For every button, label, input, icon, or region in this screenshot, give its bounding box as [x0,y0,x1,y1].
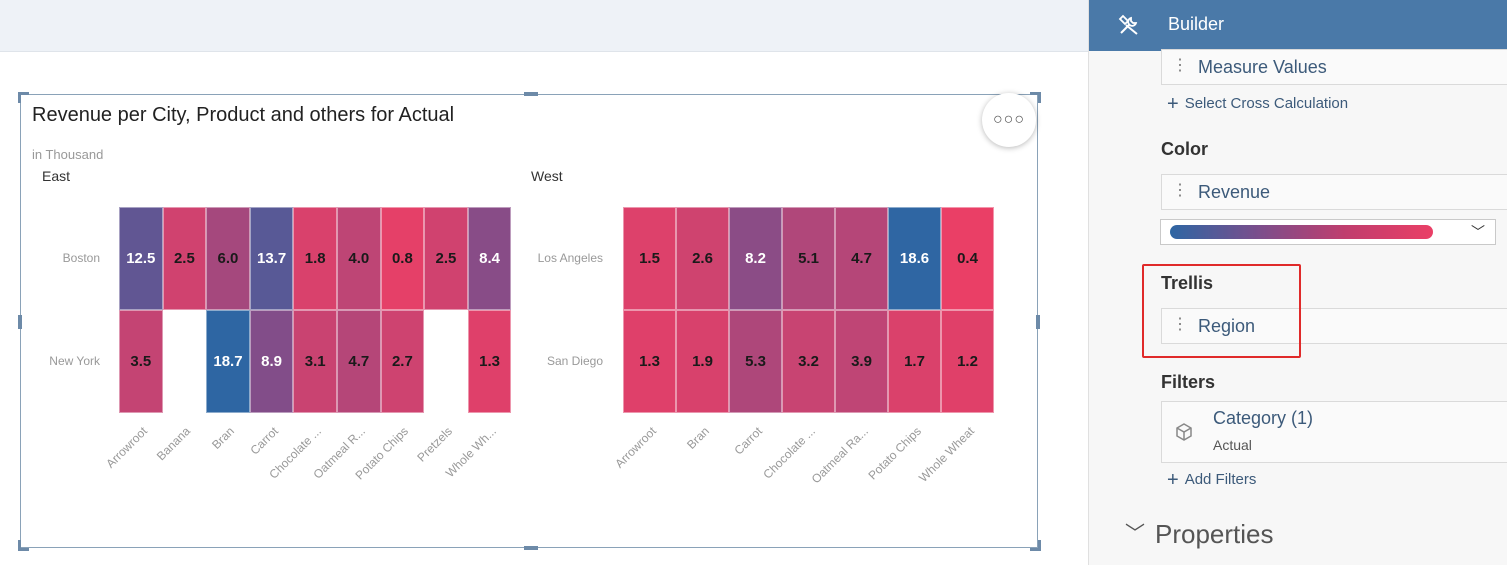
filters-section-title: Filters [1161,372,1216,392]
resize-handle-right[interactable] [1036,315,1040,329]
trellis-section-title: Trellis [1161,273,1214,293]
city-axis-label: Los Angeles [537,250,603,265]
heatmap-cell[interactable]: 5.3 [729,310,782,413]
heatmap-cell[interactable]: 12.5 [119,207,163,310]
heatmap-cell[interactable]: 2.6 [676,207,729,310]
dimension-cube-icon [1176,423,1192,441]
color-section-title: Color [1161,139,1208,159]
heatmap-cell[interactable]: 2.7 [380,310,425,413]
category-filter-token[interactable]: Category (1) Actual [1161,401,1507,463]
heatmap-cell[interactable]: 1.5 [623,207,676,310]
resize-handle-bottom[interactable] [524,546,538,550]
resize-handle-left[interactable] [18,315,22,329]
link-label: Select Cross Calculation [1184,95,1349,112]
resize-handle-bottom-left[interactable] [18,540,29,551]
drag-handle-icon[interactable]: ⋮ [1172,316,1188,333]
heatmap-cell[interactable]: 1.3 [467,310,512,413]
heatmap-cell[interactable]: 4.0 [337,207,381,310]
heatmap-cell[interactable]: 4.7 [337,310,381,413]
token-label: Measure Values [1198,57,1327,77]
add-filters-link[interactable]: + Add Filters [1167,469,1256,492]
chart-title: Revenue per City, Product and others for… [32,104,455,126]
properties-section-toggle[interactable]: ﹀ Properties [1125,517,1274,550]
resize-handle-top[interactable] [524,92,538,96]
heatmap-cell[interactable]: 18.7 [206,310,250,413]
resize-handle-top-right[interactable] [1030,92,1041,103]
trellis-highlight-box [1142,264,1301,358]
trellis-region-label: East [42,168,71,184]
filter-name: Category (1) [1213,408,1314,428]
builder-title: Builder [1168,14,1225,34]
heatmap-cell[interactable]: 8.2 [729,207,782,310]
select-cross-calculation-link[interactable]: + Select Cross Calculation [1167,93,1348,116]
filter-value: Actual [1213,437,1252,453]
chevron-down-icon: ﹀ [1471,224,1485,240]
plus-icon: + [1167,93,1179,115]
builder-panel: Builder ⋮ Measure Values + Select Cross C… [1088,0,1507,565]
drag-handle-icon[interactable]: ⋮ [1172,182,1188,199]
heatmap-cell[interactable]: 1.2 [941,310,994,413]
city-axis-label: Boston [62,250,100,265]
heatmap-cell[interactable]: 3.2 [782,310,835,413]
builder-header: Builder [1089,0,1507,51]
color-revenue-token[interactable]: ⋮ Revenue [1161,174,1507,210]
measure-values-token[interactable]: ⋮ Measure Values [1161,49,1507,85]
heatmap-cell[interactable]: 1.7 [888,310,941,413]
heatmap-cell[interactable]: 8.9 [249,310,294,413]
heatmap-cell[interactable]: 3.9 [835,310,888,413]
heatmap-cell[interactable]: 5.1 [782,207,835,310]
heatmap-cell[interactable]: 13.7 [249,207,294,310]
heatmap-cell[interactable]: 1.8 [293,207,337,310]
city-axis-label: San Diego [546,353,603,368]
token-label: Revenue [1198,182,1271,202]
heatmap-cell[interactable]: 2.5 [162,207,207,310]
color-gradient-swatch [1170,225,1433,239]
trellis-region-label: West [531,168,563,184]
link-label: Add Filters [1184,471,1257,488]
heatmap-cell[interactable]: 0.4 [941,207,994,310]
chevron-down-icon: ﹀ [1125,523,1145,545]
chart-subtitle: in Thousand [32,147,104,162]
heatmap-cell[interactable]: 0.8 [380,207,425,310]
plus-icon: + [1167,469,1179,491]
resize-handle-top-left[interactable] [18,92,29,103]
heatmap-cell[interactable]: 3.1 [293,310,337,413]
trellis-region-token[interactable]: ⋮ Region [1161,308,1507,344]
drag-handle-icon[interactable]: ⋮ [1172,57,1188,74]
heatmap-cell[interactable]: 18.6 [888,207,941,310]
heatmap-cell[interactable]: 1.9 [676,310,729,413]
top-toolbar [0,0,1088,52]
heatmap-cell[interactable]: 2.5 [424,207,468,310]
heatmap-cell[interactable]: 8.4 [467,207,512,310]
more-options-icon: ○○○ [993,111,1025,128]
heatmap-cell[interactable]: 3.5 [119,310,163,413]
tools-icon [1118,14,1138,35]
token-label: Region [1198,316,1256,336]
heatmap-cell[interactable]: 4.7 [835,207,888,310]
city-axis-label: New York [49,353,100,368]
heatmap-cell[interactable]: 6.0 [206,207,250,310]
properties-label: Properties [1155,519,1274,549]
more-options-button[interactable]: ○○○ [982,93,1036,147]
resize-handle-bottom-right[interactable] [1030,540,1041,551]
heatmap-cell[interactable]: 1.3 [623,310,676,413]
color-palette-dropdown[interactable]: ﹀ [1160,219,1496,245]
